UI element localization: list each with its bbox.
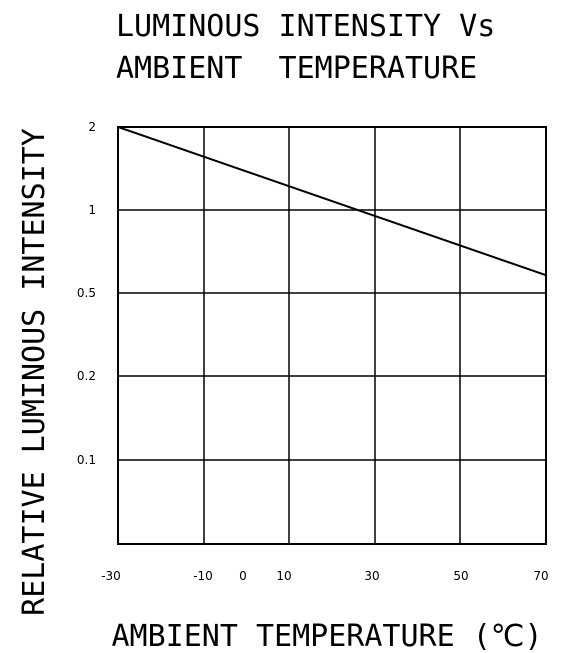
y-tick-label: 0.2 <box>77 369 96 383</box>
series-layer <box>117 126 547 277</box>
plot-frame <box>117 126 547 545</box>
y-axis-title: RELATIVE LUMINOUS INTENSITY <box>17 128 52 616</box>
x-tick-label: 70 <box>533 569 548 583</box>
x-tick-label: 30 <box>364 569 379 583</box>
x-tick-label: 0 <box>239 569 247 583</box>
x-axis-title: AMBIENT TEMPERATURE (℃) <box>111 619 542 653</box>
y-tick-label: 1 <box>88 203 96 217</box>
x-tick-label: -10 <box>193 569 213 583</box>
x-tick-labels: -30 -10 0 10 30 50 70 <box>101 569 548 583</box>
x-tick-label: 10 <box>276 569 291 583</box>
y-tick-label: 0.1 <box>77 453 96 467</box>
y-tick-labels: 2 1 0.5 0.2 0.1 <box>77 120 96 467</box>
grid <box>117 126 547 544</box>
x-tick-label: -30 <box>101 569 121 583</box>
series-line <box>117 126 547 277</box>
y-tick-label: 2 <box>88 120 96 134</box>
x-tick-label: 50 <box>453 569 468 583</box>
chart-title-line-2: AMBIENT TEMPERATURE <box>116 51 477 86</box>
y-tick-label: 0.5 <box>77 286 96 300</box>
chart-title-line-1: LUMINOUS INTENSITY Vs <box>116 9 495 44</box>
